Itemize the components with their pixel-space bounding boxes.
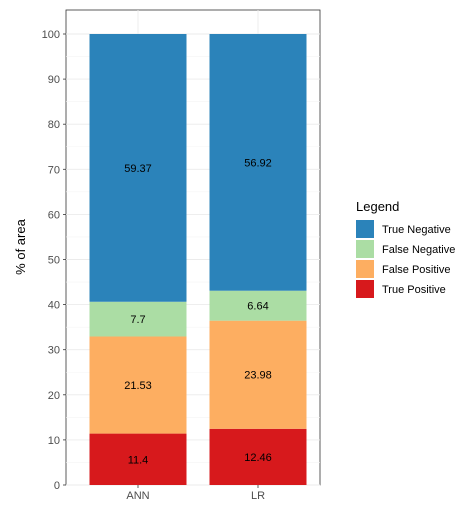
y-tick-label: 80 xyxy=(48,119,60,131)
x-tick-label: ANN xyxy=(126,490,149,502)
y-tick-label: 70 xyxy=(48,164,60,176)
bar-segment xyxy=(209,428,307,485)
y-axis-title: % of area xyxy=(13,218,28,274)
y-tick-label: 90 xyxy=(48,74,60,86)
y-tick-label: 40 xyxy=(48,300,60,312)
legend-title: Legend xyxy=(356,199,399,214)
bar-value-label: 6.64 xyxy=(247,301,268,313)
legend-label: True Positive xyxy=(382,284,446,296)
bar-segment xyxy=(89,336,187,434)
bar-segment xyxy=(89,34,187,302)
bar-value-label: 56.92 xyxy=(244,157,272,169)
y-tick-label: 0 xyxy=(54,480,60,492)
bar-segment xyxy=(209,320,307,429)
y-tick-label: 100 xyxy=(42,29,60,41)
x-axis: ANN LR xyxy=(126,485,265,502)
bar-value-label: 11.4 xyxy=(128,454,149,466)
legend-label: False Negative xyxy=(382,244,455,256)
bar-value-label: 7.7 xyxy=(130,314,145,326)
legend-label: False Positive xyxy=(382,264,450,276)
bar-labels: 11.4 21.53 7.7 59.37 12.46 23.98 6.64 56.92 xyxy=(124,157,272,466)
bar-segment xyxy=(209,290,307,321)
legend-swatch xyxy=(356,240,374,258)
bar-value-label: 12.46 xyxy=(244,452,272,464)
bar-segment xyxy=(89,433,187,485)
bars xyxy=(89,34,307,485)
legend: Legend True Negative False Negative False … xyxy=(356,199,455,298)
bar-value-label: 21.53 xyxy=(124,380,152,392)
bar-segment xyxy=(89,301,187,337)
y-tick-label: 60 xyxy=(48,209,60,221)
y-tick-label: 50 xyxy=(48,255,60,267)
legend-swatch xyxy=(356,260,374,278)
bar-segment xyxy=(209,34,307,291)
y-tick-label: 20 xyxy=(48,390,60,402)
x-tick-label: LR xyxy=(251,490,265,502)
bar-value-label: 23.98 xyxy=(244,370,272,382)
y-axis: 0 10 20 30 40 50 60 70 80 90 100 xyxy=(42,29,66,492)
legend-swatch xyxy=(356,280,374,298)
bar-value-label: 59.37 xyxy=(124,163,152,175)
legend-swatch xyxy=(356,220,374,238)
legend-label: True Negative xyxy=(382,224,451,236)
y-tick-label: 30 xyxy=(48,345,60,357)
y-tick-label: 10 xyxy=(48,435,60,447)
